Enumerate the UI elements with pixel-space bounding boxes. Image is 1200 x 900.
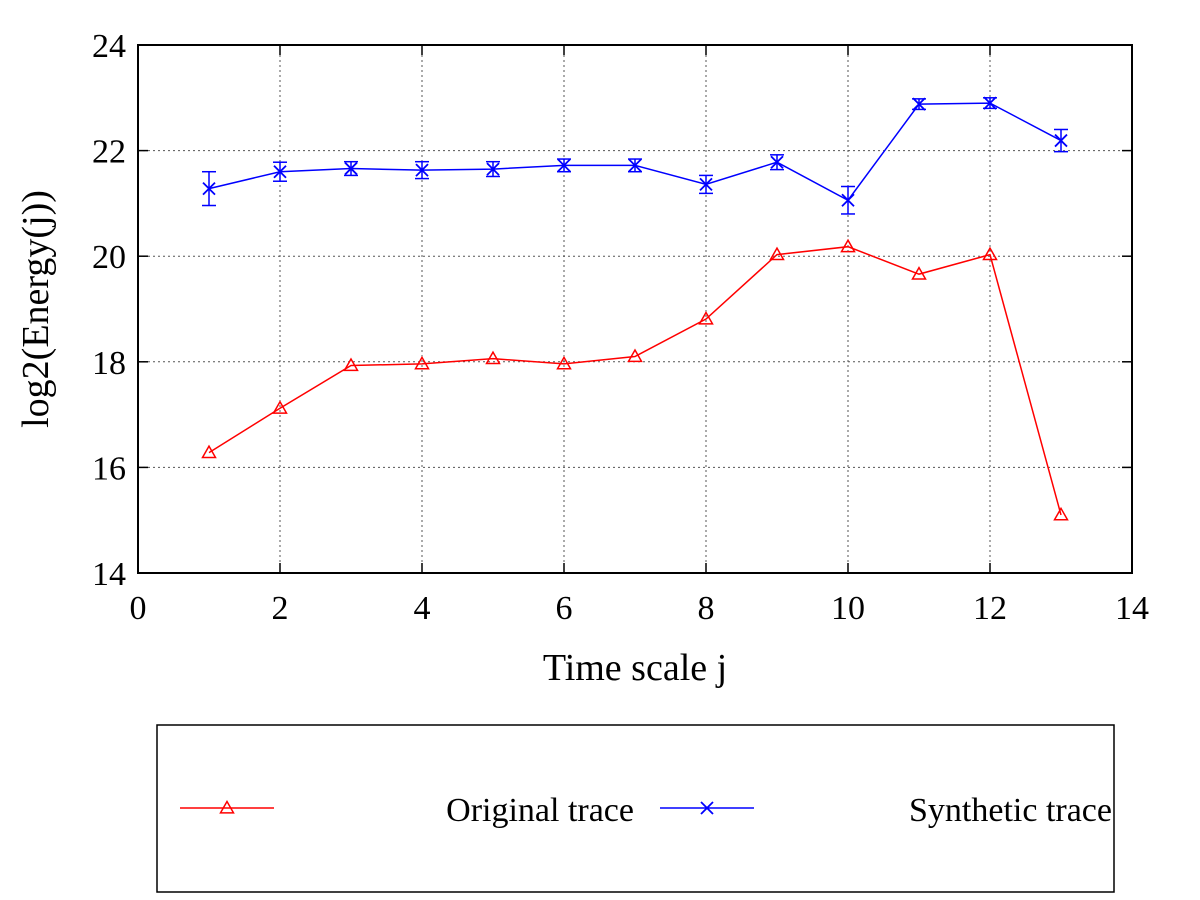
triangle-marker (769, 246, 785, 261)
x-marker (628, 158, 642, 173)
plot-frame (137, 44, 1133, 574)
x-marker (983, 96, 997, 110)
x-tick-label: 6 (556, 590, 573, 627)
legend-label-synthetic: Synthetic trace (909, 792, 1112, 829)
x-marker (1054, 133, 1068, 148)
series-original (201, 238, 1069, 521)
legend-sample-original (180, 799, 274, 814)
x-tick-label: 10 (831, 590, 865, 627)
series-synthetic (202, 96, 1068, 215)
triangle-marker (343, 357, 359, 372)
x-marker (770, 155, 784, 169)
series-line (208, 102, 1062, 202)
x-marker (557, 158, 571, 173)
y-tick-label: 16 (92, 450, 126, 487)
x-marker (202, 181, 216, 196)
x-tick-label: 0 (130, 590, 147, 627)
x-marker (273, 165, 287, 179)
triangle-marker (485, 350, 501, 365)
x-marker (415, 163, 429, 177)
y-tick-label: 18 (92, 345, 126, 382)
x-marker (700, 801, 714, 815)
legend: Original trace Synthetic trace (156, 724, 1115, 893)
legend-sample-synthetic (660, 801, 754, 815)
y-tick-label: 22 (92, 134, 126, 171)
x-axis-title: Time scale j (543, 647, 727, 689)
triangle-marker (414, 355, 430, 370)
triangle-marker (627, 348, 643, 363)
x-tick-label: 2 (272, 590, 289, 627)
triangle-marker (556, 355, 572, 370)
x-marker (841, 193, 855, 207)
x-tick-label: 4 (414, 590, 431, 627)
x-tick-label: 14 (1115, 590, 1149, 627)
series-line (208, 245, 1062, 516)
x-marker (699, 177, 713, 192)
triangle-marker (219, 799, 235, 814)
y-axis-title: log2(Energy(j)) (15, 190, 57, 428)
triangle-marker (698, 311, 714, 325)
legend-label-original: Original trace (446, 792, 634, 829)
x-marker (344, 161, 358, 176)
grid (138, 45, 1132, 573)
triangle-marker (1053, 506, 1069, 521)
series-layer (201, 96, 1069, 521)
triangle-marker (982, 246, 998, 261)
y-tick-label: 24 (92, 28, 126, 65)
x-marker (486, 162, 500, 176)
y-tick-label: 20 (92, 239, 126, 276)
triangle-marker (272, 400, 288, 414)
triangle-marker (201, 444, 217, 459)
legend-box (156, 724, 1115, 893)
y-tick-label: 14 (92, 556, 126, 593)
x-tick-label: 12 (973, 590, 1007, 627)
x-marker (912, 97, 926, 111)
x-tick-label: 8 (698, 590, 715, 627)
triangle-marker (911, 266, 927, 280)
triangle-marker (840, 238, 856, 253)
